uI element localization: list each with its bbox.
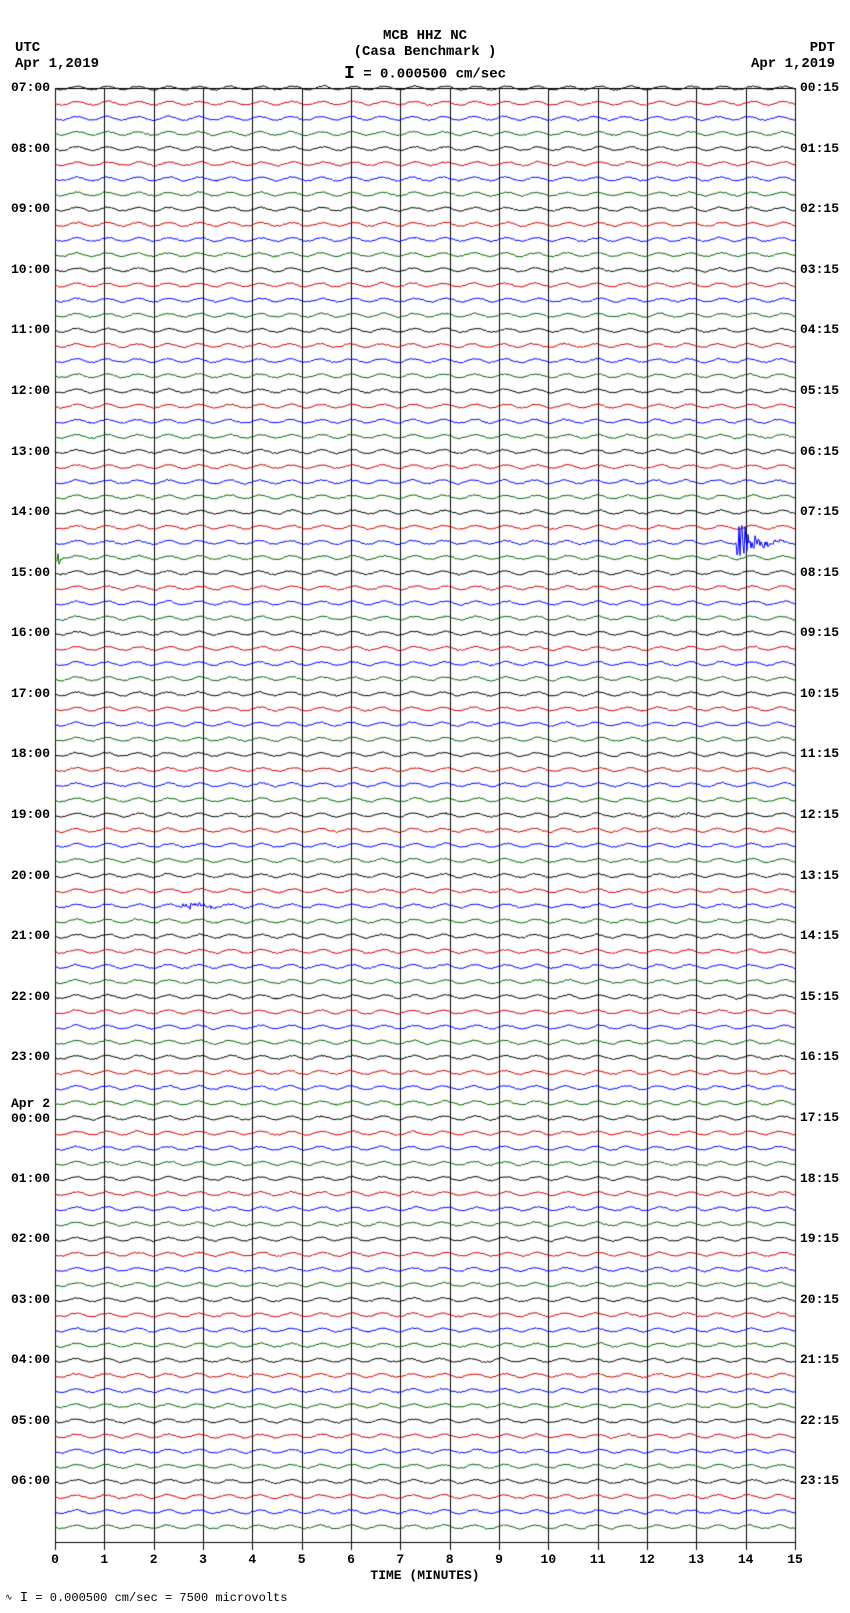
pdt-time-label: 14:15 [800, 928, 839, 943]
minute-tick: 13 [686, 1552, 706, 1567]
pdt-time-label: 12:15 [800, 807, 839, 822]
seismogram-page: { "header": { "title": "MCB HHZ NC", "su… [0, 0, 850, 1613]
pdt-time-label: 04:15 [800, 322, 839, 337]
pdt-time-label: 09:15 [800, 625, 839, 640]
minute-tick: 6 [341, 1552, 361, 1567]
pdt-time-label: 18:15 [800, 1171, 839, 1186]
utc-time-label: 02:00 [11, 1231, 50, 1246]
pdt-time-label: 17:15 [800, 1110, 839, 1125]
utc-time-label: 11:00 [11, 322, 50, 337]
utc-time-label: 20:00 [11, 868, 50, 883]
pdt-time-label: 00:15 [800, 80, 839, 95]
utc-time-label: 13:00 [11, 444, 50, 459]
utc-time-label: 23:00 [11, 1049, 50, 1064]
pdt-time-label: 03:15 [800, 262, 839, 277]
pdt-time-label: 01:15 [800, 141, 839, 156]
utc-time-label: 06:00 [11, 1473, 50, 1488]
minute-tick: 10 [538, 1552, 558, 1567]
minute-tick: 3 [193, 1552, 213, 1567]
minute-tick: 8 [440, 1552, 460, 1567]
pdt-time-label: 11:15 [800, 746, 839, 761]
utc-time-label: 17:00 [11, 686, 50, 701]
utc-time-label: 01:00 [11, 1171, 50, 1186]
utc-time-label: 21:00 [11, 928, 50, 943]
utc-time-label: 16:00 [11, 625, 50, 640]
pdt-time-label: 10:15 [800, 686, 839, 701]
pdt-time-label: 23:15 [800, 1473, 839, 1488]
footer-scale-note: ∿ I = 0.000500 cm/sec = 7500 microvolts [5, 1590, 287, 1606]
minute-tick: 15 [785, 1552, 805, 1567]
pdt-time-label: 05:15 [800, 383, 839, 398]
pdt-time-label: 19:15 [800, 1231, 839, 1246]
utc-time-label: 12:00 [11, 383, 50, 398]
utc-time-label: 05:00 [11, 1413, 50, 1428]
utc-time-label: 09:00 [11, 201, 50, 216]
pdt-time-label: 08:15 [800, 565, 839, 580]
minute-tick: 11 [588, 1552, 608, 1567]
minute-tick: 12 [637, 1552, 657, 1567]
utc-time-label: 14:00 [11, 504, 50, 519]
pdt-time-label: 02:15 [800, 201, 839, 216]
minute-tick: 2 [144, 1552, 164, 1567]
pdt-time-label: 07:15 [800, 504, 839, 519]
minute-tick: 9 [489, 1552, 509, 1567]
utc-time-label: 15:00 [11, 565, 50, 580]
pdt-time-label: 21:15 [800, 1352, 839, 1367]
seismogram-plot [0, 0, 850, 1613]
utc-time-label: 04:00 [11, 1352, 50, 1367]
minute-tick: 4 [242, 1552, 262, 1567]
utc-time-label: 19:00 [11, 807, 50, 822]
minute-tick: 0 [45, 1552, 65, 1567]
minute-tick: 14 [736, 1552, 756, 1567]
utc-time-label: 18:00 [11, 746, 50, 761]
x-axis-title: TIME (MINUTES) [0, 1568, 850, 1583]
minute-tick: 5 [292, 1552, 312, 1567]
utc-time-label: 10:00 [11, 262, 50, 277]
utc-time-label: 07:00 [11, 80, 50, 95]
minute-tick: 7 [390, 1552, 410, 1567]
utc-time-label: 08:00 [11, 141, 50, 156]
pdt-time-label: 16:15 [800, 1049, 839, 1064]
utc-time-label: 03:00 [11, 1292, 50, 1307]
pdt-time-label: 22:15 [800, 1413, 839, 1428]
pdt-time-label: 13:15 [800, 868, 839, 883]
scale-bar-icon: I [20, 1590, 28, 1606]
utc-time-label: 22:00 [11, 989, 50, 1004]
pdt-time-label: 06:15 [800, 444, 839, 459]
pdt-time-label: 20:15 [800, 1292, 839, 1307]
minute-tick: 1 [94, 1552, 114, 1567]
pdt-time-label: 15:15 [800, 989, 839, 1004]
utc-time-label: Apr 2 00:00 [11, 1096, 50, 1126]
